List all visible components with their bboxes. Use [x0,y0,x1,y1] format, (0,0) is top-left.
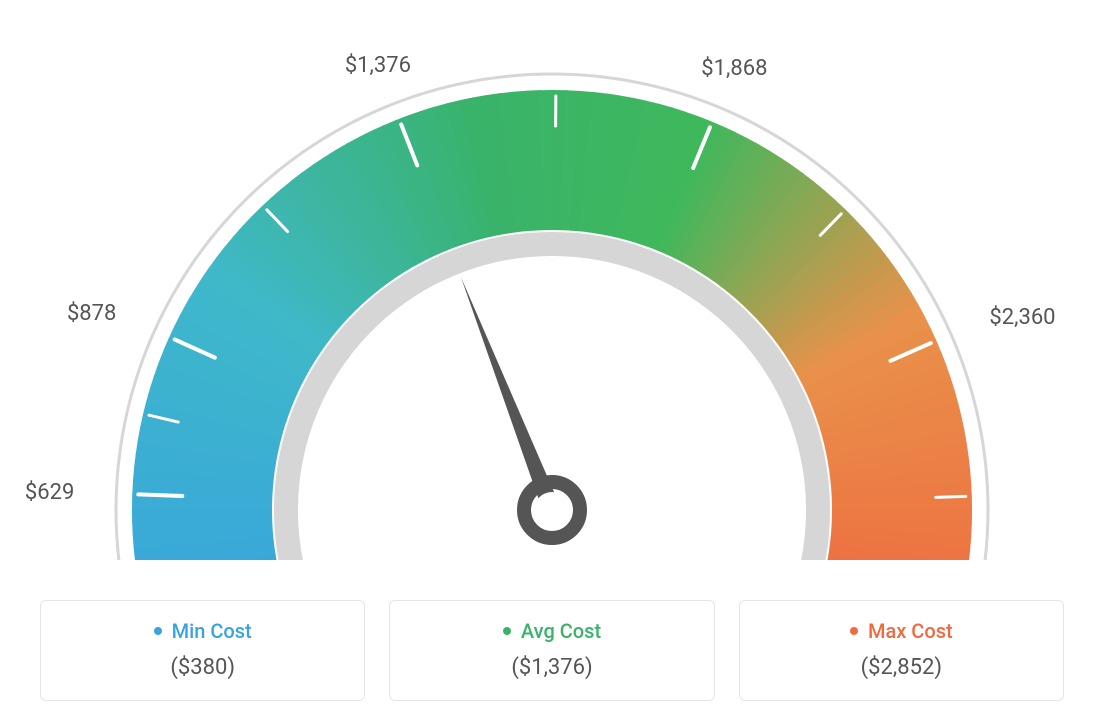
svg-text:$2,360: $2,360 [989,305,1055,330]
svg-text:$878: $878 [67,301,116,326]
gauge-svg: $380$629$878$1,376$1,868$2,360$2,852 [20,20,1084,560]
gauge-needle-hub-hole [534,492,570,528]
legend-label-max: Max Cost [850,619,953,643]
legend-card-min: Min Cost ($380) [40,600,365,701]
legend-value-avg: ($1,376) [410,655,693,680]
legend-label-min: Min Cost [154,619,252,643]
legend-value-max: ($2,852) [760,655,1043,680]
legend-value-min: ($380) [61,655,344,680]
legend-card-max: Max Cost ($2,852) [739,600,1064,701]
legend-row: Min Cost ($380) Avg Cost ($1,376) Max Co… [20,600,1084,701]
svg-text:$1,376: $1,376 [345,53,411,78]
svg-text:$629: $629 [25,480,74,505]
legend-label-avg: Avg Cost [503,619,601,643]
legend-card-avg: Avg Cost ($1,376) [389,600,714,701]
svg-text:$1,868: $1,868 [701,56,767,81]
cost-gauge-chart: $380$629$878$1,376$1,868$2,360$2,852 Min… [20,20,1084,701]
